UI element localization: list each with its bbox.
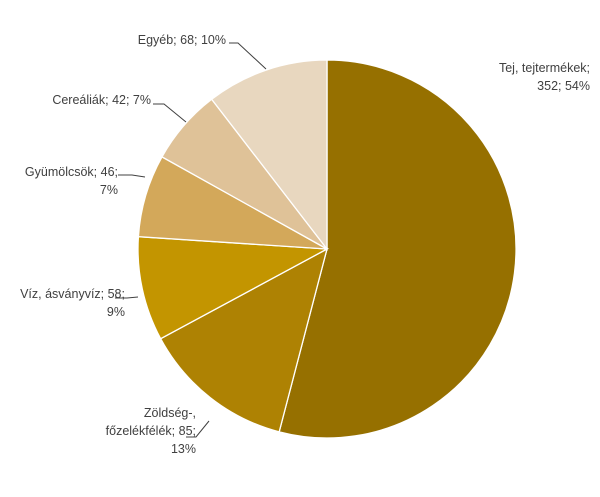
leader-line-3 [115, 296, 139, 299]
data-label-1: Tej, tejtermékek; 352; 54% [499, 61, 590, 93]
data-label-5: Cereáliák; 42; 7% [52, 93, 151, 107]
data-label-2-line-2: főzelékfélék; 85; [106, 424, 196, 438]
leader-lines-layer [115, 42, 267, 438]
leader-line-2 [186, 420, 210, 438]
pie-slice-3 [137, 236, 330, 340]
labels-layer: Tej, tejtermékek; 352; 54% Zöldség-, főzelé… [20, 33, 590, 456]
pie-slice-2 [159, 247, 329, 433]
data-label-2: Zöldség-, főzelékfélék; 85; 13% [106, 406, 196, 456]
pie-slice-6 [210, 59, 328, 251]
leader-line-6 [229, 42, 267, 70]
data-label-5-line-1: Cereáliák; 42; 7% [52, 93, 151, 107]
pie-slice-1 [278, 59, 517, 439]
data-label-3-line-2: 9% [107, 305, 125, 319]
data-label-6-line-1: Egyéb; 68; 10% [138, 33, 226, 47]
leader-line-4 [118, 174, 146, 178]
data-label-2-line-3: 13% [171, 442, 196, 456]
leader-line-5 [153, 103, 187, 123]
data-label-1-line-2: 352; 54% [537, 79, 590, 93]
data-label-3: Víz, ásványvíz; 58; 9% [20, 287, 125, 319]
data-label-6: Egyéb; 68; 10% [138, 33, 226, 47]
data-label-4-line-2: 7% [100, 183, 118, 197]
data-label-1-line-1: Tej, tejtermékek; [499, 61, 590, 75]
slices-layer [137, 59, 517, 439]
data-label-2-line-1: Zöldség-, [144, 406, 196, 420]
data-label-4-line-1: Gyümölcsök; 46; [25, 165, 118, 179]
data-label-3-line-1: Víz, ásványvíz; 58; [20, 287, 125, 301]
data-label-4: Gyümölcsök; 46; 7% [25, 165, 118, 197]
